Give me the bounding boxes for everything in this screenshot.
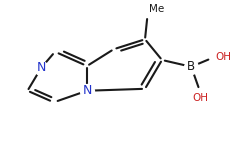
Text: N: N [82, 84, 92, 97]
Text: OH: OH [192, 93, 208, 103]
Text: N: N [36, 61, 46, 74]
Text: B: B [187, 60, 195, 73]
Text: Me: Me [149, 4, 164, 14]
Text: OH: OH [216, 52, 232, 62]
